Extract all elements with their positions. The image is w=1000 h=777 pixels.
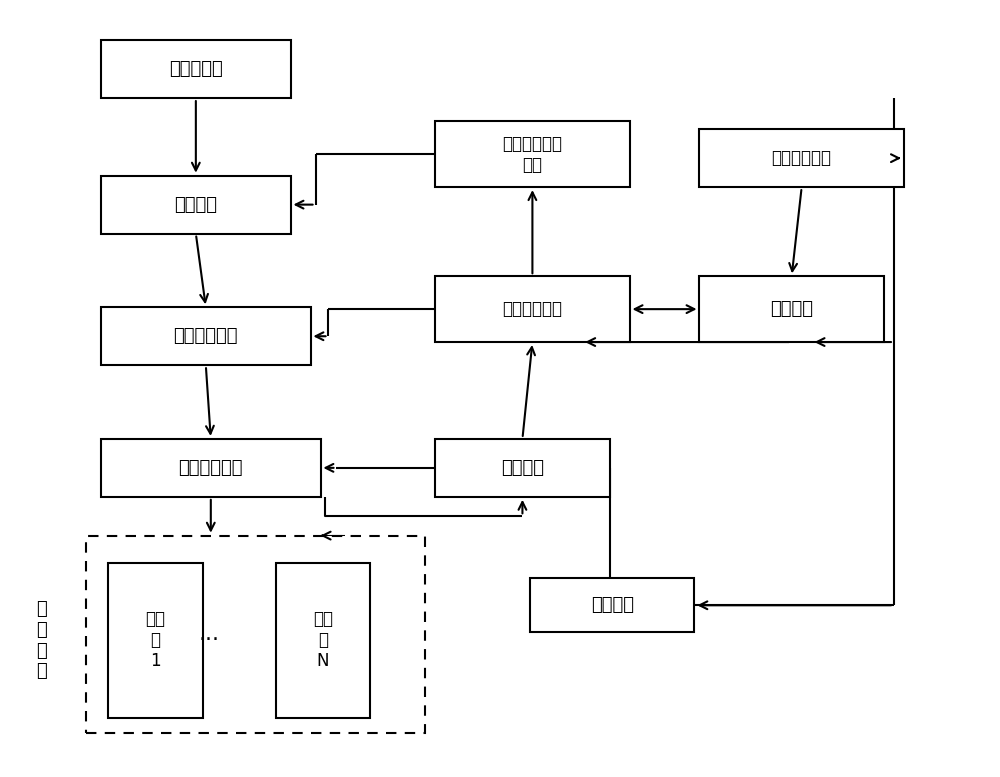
Text: 工作状态控制
模块: 工作状态控制 模块	[502, 135, 562, 174]
FancyBboxPatch shape	[276, 563, 370, 717]
FancyBboxPatch shape	[435, 121, 630, 187]
FancyBboxPatch shape	[101, 439, 320, 497]
Text: 控制电路模块: 控制电路模块	[502, 300, 562, 318]
FancyBboxPatch shape	[699, 277, 884, 342]
Text: 数据输入模块: 数据输入模块	[772, 149, 832, 167]
Text: 充电
枪
1: 充电 枪 1	[145, 610, 165, 670]
FancyBboxPatch shape	[435, 277, 630, 342]
FancyBboxPatch shape	[530, 578, 694, 632]
Text: 放
电
模
块: 放 电 模 块	[36, 600, 47, 681]
FancyBboxPatch shape	[108, 563, 203, 717]
Text: 主控模块: 主控模块	[770, 300, 813, 318]
Text: 移相电路模块: 移相电路模块	[174, 327, 238, 345]
Text: 电源模块: 电源模块	[591, 596, 634, 615]
Text: 整流模块: 整流模块	[174, 196, 217, 214]
Text: 充电
枪
N: 充电 枪 N	[313, 610, 333, 670]
FancyBboxPatch shape	[101, 40, 291, 98]
FancyBboxPatch shape	[101, 176, 291, 234]
FancyBboxPatch shape	[435, 439, 610, 497]
FancyBboxPatch shape	[101, 307, 311, 365]
FancyBboxPatch shape	[699, 129, 904, 187]
FancyBboxPatch shape	[86, 535, 425, 733]
Text: 反馈模块: 反馈模块	[501, 459, 544, 477]
Text: 交流电输入: 交流电输入	[169, 60, 223, 78]
Text: ···: ···	[198, 630, 219, 650]
Text: 放大电路模块: 放大电路模块	[179, 459, 243, 477]
